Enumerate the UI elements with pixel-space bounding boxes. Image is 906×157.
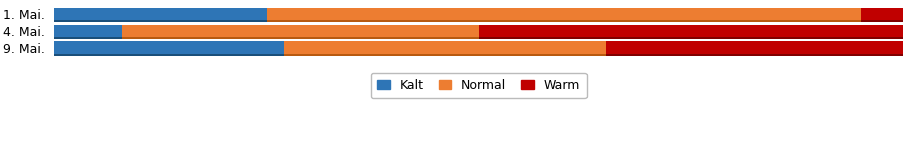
Bar — [284, 41, 606, 54]
Bar — [54, 20, 266, 22]
Bar — [122, 25, 478, 37]
Bar — [284, 54, 606, 56]
Bar — [54, 25, 122, 37]
Bar — [54, 8, 266, 20]
Bar — [478, 37, 903, 39]
Bar — [861, 8, 903, 20]
Bar — [606, 54, 903, 56]
Bar — [266, 20, 861, 22]
Bar — [54, 41, 284, 54]
Bar — [122, 37, 478, 39]
Bar — [478, 25, 903, 37]
Bar — [861, 20, 903, 22]
Bar — [54, 54, 284, 56]
Bar — [54, 37, 122, 39]
Bar — [266, 8, 861, 20]
Bar — [606, 41, 903, 54]
Legend: Kalt, Normal, Warm: Kalt, Normal, Warm — [371, 73, 586, 98]
